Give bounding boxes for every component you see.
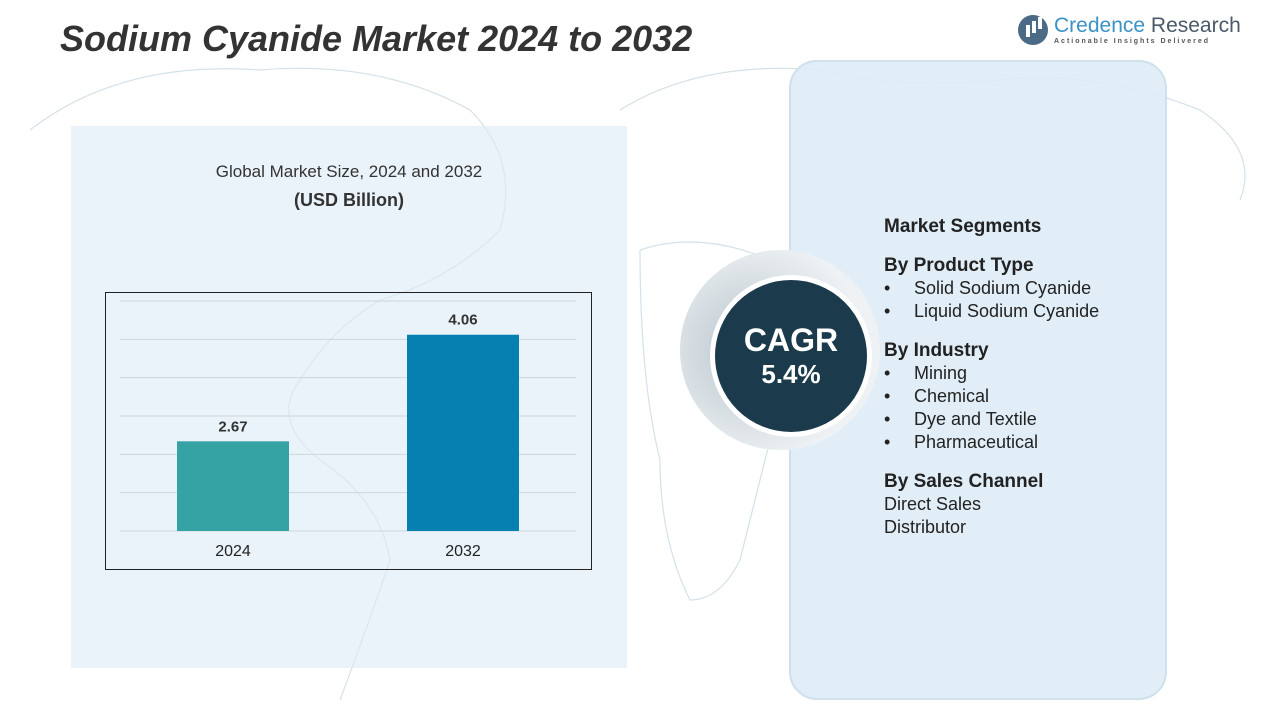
segment-item: Mining <box>884 362 1099 385</box>
credence-research-logo: Credence Research Actionable Insights De… <box>1018 14 1241 45</box>
logo-icon <box>1018 14 1048 45</box>
bar-2024 <box>177 441 289 531</box>
segment-group-title: By Sales Channel <box>884 471 1044 492</box>
segment-item: Liquid Sodium Cyanide <box>884 300 1099 323</box>
data-label: 4.06 <box>448 312 477 329</box>
chart-subtitle: (USD Billion) <box>294 190 404 210</box>
chart-title: Global Market Size, 2024 and 2032 <box>215 162 483 181</box>
x-tick-label: 2032 <box>445 543 481 560</box>
segment-item: Distributor <box>884 517 967 537</box>
cagr-label: CAGR <box>743 322 839 358</box>
page-title: Sodium Cyanide Market 2024 to 2032 <box>60 18 693 59</box>
chart-frame: 2.67 2024 4.06 2032 <box>105 292 592 570</box>
data-label: 2.67 <box>218 418 247 435</box>
bar-2032 <box>407 334 519 531</box>
segment-group-title: By Product Type <box>884 255 1034 276</box>
cagr-value: 5.4% <box>761 359 821 389</box>
logo-name-b: Research <box>1150 14 1241 37</box>
segment-item: Chemical <box>884 385 1099 408</box>
segment-group-title: By Industry <box>884 340 989 361</box>
segment-item: Dye and Textile <box>884 408 1099 431</box>
chart-panel <box>71 126 627 668</box>
cagr-badge: CAGR 5.4% <box>710 275 872 437</box>
bar-chart: 2.67 2024 4.06 2032 <box>120 300 576 560</box>
logo-tagline: Actionable Insights Delivered <box>1054 38 1211 45</box>
market-segments: Market Segments By Product TypeSolid Sod… <box>884 215 1099 539</box>
x-tick-label: 2024 <box>215 543 251 560</box>
segment-item: Solid Sodium Cyanide <box>884 277 1099 300</box>
segments-heading: Market Segments <box>884 216 1042 237</box>
segment-item: Direct Sales <box>884 494 982 514</box>
logo-name-a: Credence <box>1054 14 1146 37</box>
segment-item: Pharmaceutical <box>884 431 1099 454</box>
